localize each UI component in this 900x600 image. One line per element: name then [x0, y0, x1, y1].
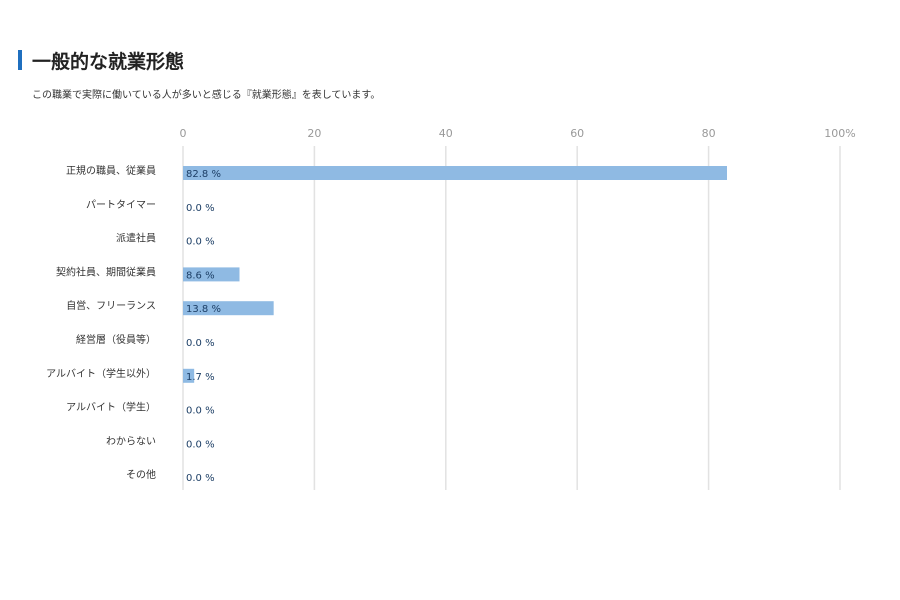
data-label: 0.0 % — [186, 439, 215, 450]
x-tick-label: 0 — [180, 127, 187, 140]
category-label: アルバイト（学生） — [66, 401, 156, 414]
x-tick-label: 100% — [824, 127, 855, 140]
data-label: 0.0 % — [186, 406, 215, 417]
category-label: 正規の職員、従業員 — [66, 164, 156, 177]
bar — [183, 166, 727, 180]
x-tick-label: 40 — [439, 127, 453, 140]
data-label: 8.6 % — [186, 270, 215, 281]
category-label: 派遣社員 — [116, 232, 156, 245]
category-label: 自営、フリーランス — [66, 299, 156, 312]
data-label: 0.0 % — [186, 203, 215, 214]
category-label: 契約社員、期間従業員 — [56, 265, 156, 278]
data-label: 0.0 % — [186, 338, 215, 349]
x-tick-label: 60 — [570, 127, 584, 140]
data-label: 0.0 % — [186, 237, 215, 248]
category-label: その他 — [126, 468, 156, 481]
page-title: 一般的な就業形態 — [32, 51, 185, 73]
title-accent-bar — [18, 50, 22, 70]
bar — [183, 368, 195, 383]
data-label: 1.7 % — [186, 372, 215, 383]
x-tick-label: 20 — [307, 127, 321, 140]
data-label: 0.0 % — [186, 473, 215, 484]
bar — [183, 301, 274, 316]
category-label: 経営層（役員等） — [76, 333, 156, 346]
data-label: 13.8 % — [186, 304, 221, 315]
category-label: わからない — [106, 435, 156, 447]
data-label: 82.8 % — [186, 169, 221, 180]
page-subtitle: この職業で実際に働いている人が多いと感じる『就業形態』を表しています。 — [32, 90, 381, 101]
bar — [183, 267, 240, 282]
category-label: パートタイマー — [86, 199, 156, 211]
x-tick-label: 80 — [702, 127, 716, 140]
category-label: アルバイト（学生以外） — [46, 367, 156, 380]
